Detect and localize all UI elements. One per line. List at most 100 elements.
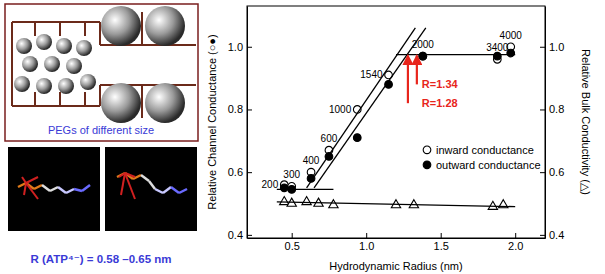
axis: 0.5 1.0 1.5 2.0 (248, 233, 546, 252)
atp-radius: R (ATP⁴⁻) = 0.58 –0.65 nm (31, 253, 172, 265)
data-point (302, 197, 311, 205)
left-panel: PEGs of different size R (ATP⁴⁻) = 0.58 –… (5, 4, 198, 265)
fit-line (307, 28, 416, 188)
tick-mark (540, 47, 545, 48)
channel-wall (59, 92, 61, 106)
tick-label: 0.5 (285, 240, 300, 252)
peg-sphere (145, 6, 185, 46)
x-axis-title: Hydrodynamic Radius (nm) (329, 260, 462, 272)
tick: 2.0 (508, 233, 523, 252)
annotations: R=1.34 R=1.28 (408, 56, 459, 109)
data-point (353, 134, 361, 142)
figure: PEGs of different size R (ATP⁴⁻) = 0.58 –… (0, 0, 605, 274)
bond (155, 189, 163, 193)
molecule-image (8, 147, 100, 231)
tick-label: 1.0 (228, 41, 243, 53)
plot-marks (277, 28, 515, 209)
tick: 0.6 (228, 166, 252, 178)
peg-sphere (58, 78, 74, 94)
tick-mark (515, 233, 516, 238)
point-label: 1000 (329, 104, 352, 115)
peg-sphere (80, 74, 96, 90)
point-label: 2000 (412, 39, 435, 50)
point-label: 4000 (500, 30, 523, 41)
axis: 0.4 0.6 0.8 1.0 (228, 7, 252, 241)
point-label: 300 (283, 169, 300, 180)
tick-label: 0.4 (549, 229, 564, 241)
tick-mark (366, 233, 367, 238)
tick-label: 0.6 (549, 166, 564, 178)
bond (42, 185, 50, 191)
legend-label: inward conductance (436, 144, 534, 156)
tick-mark (540, 172, 545, 173)
legend-symbol (423, 146, 431, 154)
annotation-arrow (416, 56, 418, 84)
bond (179, 189, 187, 193)
tick-label: 1.0 (549, 41, 564, 53)
annotation-label: R=1.28 (422, 97, 458, 109)
channel-wall (99, 85, 101, 106)
channel-wall (84, 22, 86, 36)
image-background (105, 147, 197, 231)
tick: 0.8 (540, 103, 564, 115)
bond (121, 173, 125, 195)
tick: 0.4 (228, 229, 252, 241)
tick-mark (441, 233, 442, 238)
tick-label: 0.4 (228, 229, 243, 241)
peg-sphere (44, 56, 60, 72)
bond (74, 189, 82, 191)
tick-mark (292, 233, 293, 238)
molecule-image (105, 147, 197, 231)
channel-wall (12, 21, 100, 23)
point-label: 400 (303, 155, 320, 166)
tick-mark (540, 109, 545, 110)
bond (141, 175, 149, 181)
panel-caption: PEGs of different size (48, 124, 154, 136)
point-label: 3400 (486, 42, 509, 53)
y-axis-title: Relative Channel Conductance (○●) (206, 34, 218, 209)
bond (66, 189, 74, 193)
peg-sphere (66, 58, 82, 74)
peg-sphere (14, 76, 30, 92)
tick: 1.5 (434, 233, 449, 252)
bond (58, 187, 66, 193)
tick-mark (247, 47, 252, 48)
data-point (280, 184, 288, 192)
peg-sphere (36, 78, 52, 94)
fit-line (277, 202, 515, 207)
data-point (280, 197, 289, 205)
legend: inward conductance outward conductance (423, 144, 540, 171)
bond (125, 173, 135, 199)
channel-wall (141, 12, 143, 45)
data-point (493, 52, 501, 60)
bond (26, 177, 38, 183)
tick-label: 1.0 (359, 240, 374, 252)
plot-frame (247, 6, 545, 238)
peg-sphere (76, 40, 92, 56)
bond (26, 183, 38, 199)
peg-sphere (145, 83, 185, 123)
bond (163, 187, 171, 193)
channel-wall (84, 92, 86, 106)
peg-sphere (101, 6, 141, 46)
tick: 1.0 (228, 41, 252, 53)
channel-wall (59, 22, 61, 36)
bond (149, 181, 155, 189)
annotation-label: R=1.34 (422, 78, 459, 90)
tick: 0.8 (228, 103, 252, 115)
data-point (419, 52, 427, 60)
peg-sphere (56, 38, 72, 54)
data-point (419, 52, 427, 60)
channel-wall (12, 105, 100, 107)
annotation-arrow (407, 56, 409, 103)
tick: 0.5 (285, 233, 300, 252)
point-label: 600 (321, 133, 338, 144)
tick-mark (540, 235, 545, 236)
legend-label: outward conductance (436, 159, 541, 171)
point-label: 200 (262, 179, 279, 190)
bond (82, 185, 90, 191)
data-point (409, 200, 418, 208)
y2-axis-title: Relative Bulk Conductivity (△) (580, 49, 592, 195)
peg-sphere (16, 38, 32, 54)
channel-wall (11, 22, 13, 106)
